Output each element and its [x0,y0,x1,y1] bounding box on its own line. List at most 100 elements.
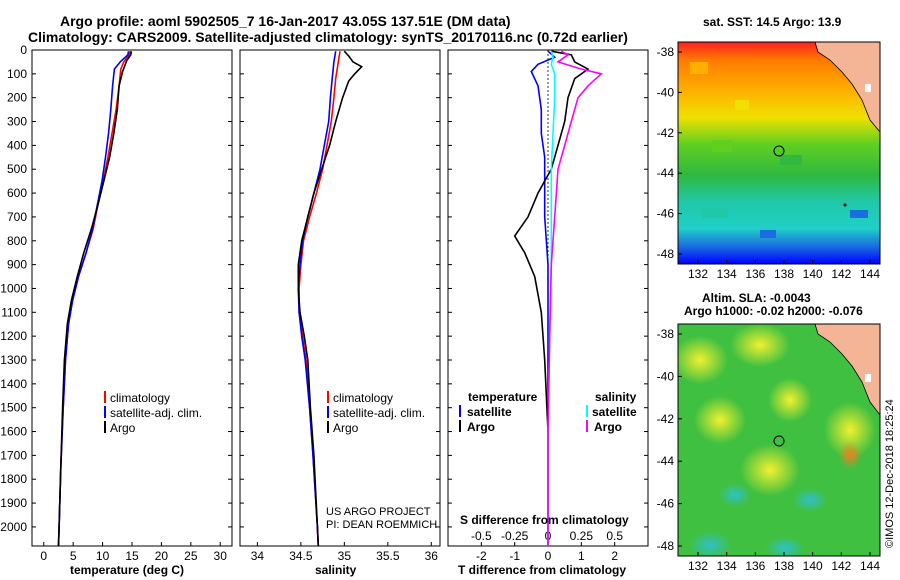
depth-tick-label: 300 [7,115,27,129]
temperature-axis-label: temperature (deg C) [70,563,184,577]
series-line-argo [297,50,364,547]
map-x-tick-label: 134 [717,559,737,573]
argo-location-marker [773,145,785,157]
series-line-temperature-satellite [530,50,557,546]
map-x-tick-label: 138 [774,267,794,281]
series-line-temperature-argo [513,50,590,546]
legend-swatch-argo [104,421,106,433]
legend-swatch-t-satellite [459,405,461,417]
legend-swatch-climatology [327,391,329,403]
project-credit-line-2: PI: DEAN ROEMMICH [326,519,437,531]
legend-swatch-s-satellite [586,405,588,417]
map-x-tick-label: 138 [774,559,794,573]
sla-map-title-line-1: Altim. SLA: -0.0043 [702,291,811,305]
map-y-tick-label: -46 [657,497,675,511]
map-x-tick-label: 140 [803,267,823,281]
map-y-tick-label: -42 [657,412,675,426]
x-tick-label: 34 [251,549,265,563]
sst-map-frame [677,41,881,265]
legend-label-climatology: climatology [333,391,393,405]
map-x-tick-label: 132 [688,267,708,281]
depth-tick-label: 1400 [0,377,27,391]
depth-tick-label: 1500 [0,401,27,415]
depth-tick-label: 200 [7,91,27,105]
depth-tick-label: 1200 [0,329,27,343]
legend-heading-salinity: salinity [595,390,637,404]
x-tick-label: 20 [155,549,169,563]
temperature-x-ticks: 0 5 10 15 20 25 30 [40,542,227,563]
legend-label-s-argo: Argo [594,420,622,434]
legend-heading-temperature: temperature [468,390,538,404]
depth-tick-label: 600 [7,186,27,200]
x-tick-label: 5 [70,549,77,563]
map-y-tick-label: -40 [657,85,675,99]
depth-tick-label: 1700 [0,448,27,462]
map-x-tick-label: 136 [745,267,765,281]
land-mask-white [865,84,871,92]
map-x-tick-label: 132 [688,559,708,573]
depth-tick-label: 1000 [0,281,27,295]
x-tick-label: 10 [96,549,110,563]
map-y-tick-label: -48 [657,539,675,553]
series-line-salinity-argo [547,50,603,546]
depth-tick-label: 800 [7,234,27,248]
depth-tick-label: 100 [7,67,27,81]
australia-land [814,324,880,416]
argo-location-marker [773,435,785,447]
legend-label-satellite: satellite-adj. clim. [333,406,425,420]
salinity-series [297,50,364,547]
map-y-tick-label: -38 [657,45,675,59]
difference-legend-salinity: salinity satellite Argo [586,390,637,434]
map-y-tick-label: -48 [657,247,675,261]
map-x-tick-label: 144 [860,267,880,281]
map-x-tick-label: 142 [831,267,851,281]
x-tick-label: -1 [509,549,520,563]
legend-label-t-argo: Argo [467,420,495,434]
legend-swatch-s-argo [586,420,588,432]
depth-tick-label: 1600 [0,425,27,439]
australia-land [814,42,880,133]
s-difference-axis-label: S difference from climatology [460,513,629,527]
legend-label-argo: Argo [333,421,359,435]
depth-tick-label: 2000 [0,520,27,534]
x-tick-label: 2 [611,549,618,563]
depth-axis: 0 100 200 300 400 500 600 700 800 900 1000 1100 1200… [0,43,648,534]
x-tick-label: -2 [476,549,487,563]
map-x-tick-label: 134 [717,267,737,281]
depth-tick-label: 1800 [0,472,27,486]
sla-map-title-line-2: Argo h1000: -0.02 h2000: -0.076 [684,304,863,318]
map-x-tick-label: 142 [831,559,851,573]
x-tick-label: 1 [578,549,585,563]
salinity-axis-label: salinity [315,563,357,577]
project-credit-line-1: US ARGO PROJECT [326,506,431,518]
legend-swatch-satellite [327,406,329,418]
depth-tick-label: 1900 [0,496,27,510]
x-tick-label: 34.5 [289,549,313,563]
series-line-satellite-adj-clim- [57,51,130,547]
map-x-tick-label: 140 [803,559,823,573]
s-tick-label: 0.5 [606,529,623,543]
difference-legend-temperature: temperature satellite Argo [459,390,538,434]
depth-tick-label: 0 [20,43,27,57]
depth-tick-label: 500 [7,162,27,176]
series-line-argo [57,51,133,547]
x-tick-label: 25 [184,549,198,563]
s-tick-label: -0.5 [471,529,492,543]
map-x-tick-label: 144 [860,559,880,573]
legend-swatch-climatology [104,391,106,403]
depth-tick-label: 700 [7,210,27,224]
legend-label-satellite: satellite-adj. clim. [110,406,202,420]
legend-label-t-satellite: satellite [467,405,512,419]
sst-dot [843,203,847,207]
x-tick-label: 0 [40,549,47,563]
sst-map [678,42,880,264]
salinity-x-ticks: 34 34.5 35 35.5 36 [251,542,439,563]
map-x-tick-label: 136 [745,559,765,573]
x-tick-label: 36 [425,549,439,563]
sst-map-ticks: -38 -40 -42 -44 -46 -48 132 134 136 138 140 142 144 [657,45,881,281]
salinity-legend: climatology satellite-adj. clim. Argo [327,391,425,435]
legend-label-climatology: climatology [110,391,170,405]
s-tick-label: -0.25 [501,529,529,543]
land-mask-white [865,374,871,382]
